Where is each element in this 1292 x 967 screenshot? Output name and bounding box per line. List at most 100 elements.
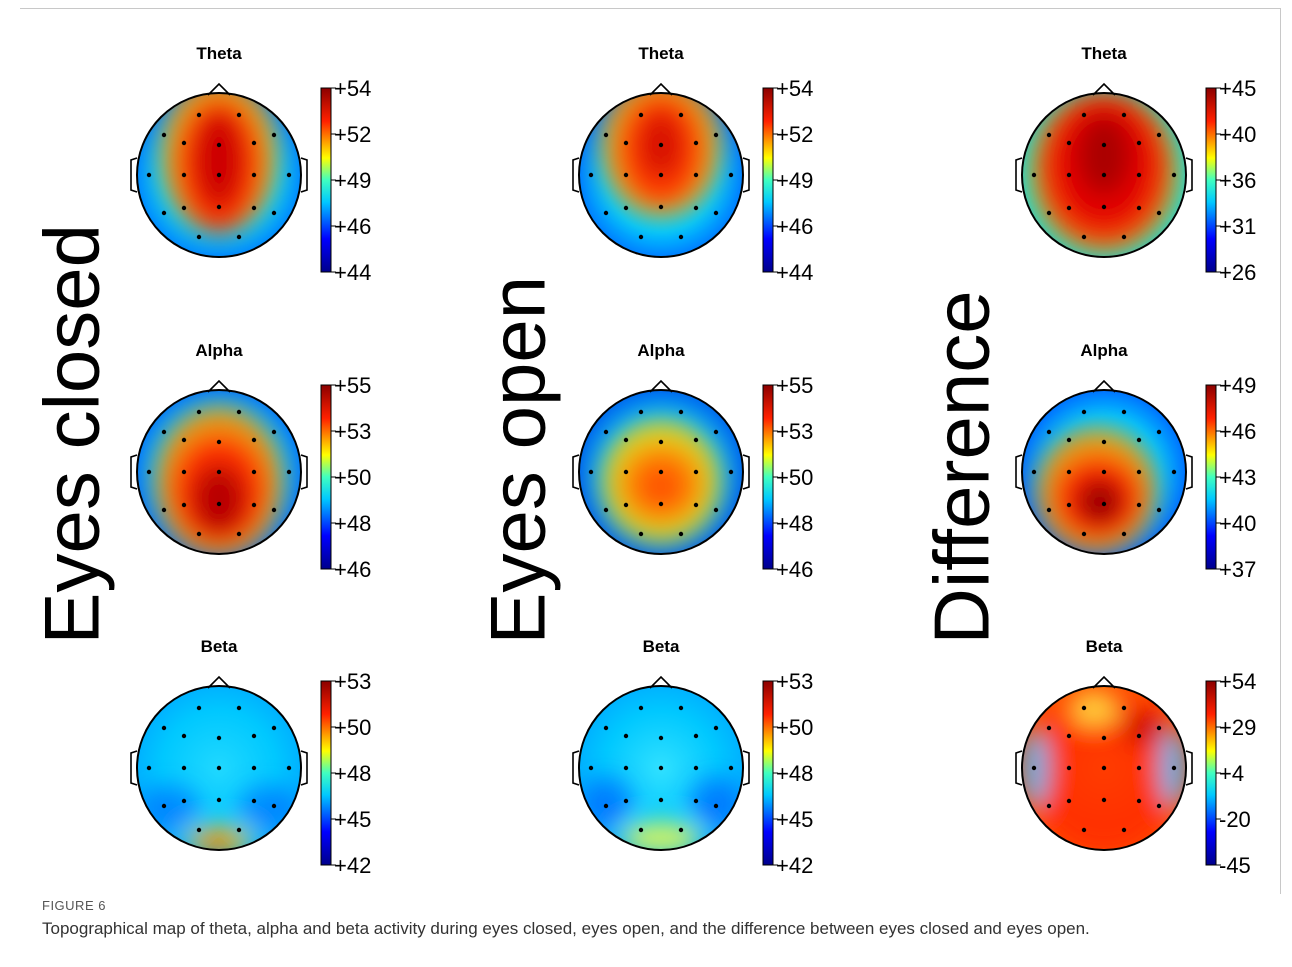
left-ear-icon <box>1015 750 1023 786</box>
electrode-dot <box>1081 705 1087 711</box>
colorbar-tick-label: +50 <box>334 465 371 490</box>
colorbar-tick-label: +43 <box>1219 465 1256 490</box>
electrode-dot <box>623 798 629 804</box>
electrode-dot <box>1136 205 1142 211</box>
colorbar <box>762 680 774 866</box>
electrode-dot <box>1066 140 1072 146</box>
topomap-panel: Alpha +55 +53 +50 +48 +46 <box>572 341 813 582</box>
colorbar-tick-label: +29 <box>1219 715 1256 740</box>
electrode-dot <box>658 204 664 210</box>
electrode-dot <box>196 827 202 833</box>
topomap-panel: Beta +54 +29 +4 -20 -45 <box>1015 637 1256 878</box>
electrode-dot <box>658 142 664 148</box>
topomap-panel: Alpha +49 +46 +43 +40 +37 <box>1015 341 1256 582</box>
colorbar-tick-label: +55 <box>776 373 813 398</box>
right-ear-icon <box>300 157 308 193</box>
colorbar <box>1205 680 1217 866</box>
electrode-dot <box>236 827 242 833</box>
electrode-dot <box>1066 205 1072 211</box>
colorbar <box>320 384 332 570</box>
electrode-dot <box>603 429 609 435</box>
topomap-panel: Theta +54 +52 +49 +46 +44 <box>130 44 371 285</box>
electrode-dot <box>693 502 699 508</box>
electrode-dot <box>623 469 629 475</box>
band-title: Theta <box>196 44 242 63</box>
heat-region <box>191 464 247 536</box>
electrode-dot <box>161 803 167 809</box>
colorbar-tick-label: +54 <box>1219 669 1256 694</box>
left-ear-icon <box>130 454 138 490</box>
colorbar-tick-label: +40 <box>1219 122 1256 147</box>
electrode-dot <box>1046 210 1052 216</box>
electrode-dot <box>658 501 664 507</box>
electrode-dot <box>251 172 257 178</box>
head-outline <box>578 389 744 555</box>
heat-region <box>199 836 235 850</box>
electrode-dot <box>638 234 644 240</box>
colorbar-tick-label: +48 <box>334 511 371 536</box>
electrode-dot <box>1156 803 1162 809</box>
nose-icon <box>207 675 231 689</box>
colorbar-tick-label: -45 <box>1219 853 1251 878</box>
electrode-dot <box>1136 172 1142 178</box>
electrode-dot <box>1101 469 1107 475</box>
electrode-dot <box>251 205 257 211</box>
electrode-dot <box>271 132 277 138</box>
electrode-dot <box>216 469 222 475</box>
electrode-dot <box>1046 803 1052 809</box>
electrode-dot <box>1101 439 1107 445</box>
right-ear-icon <box>1185 454 1193 490</box>
electrode-dot <box>693 437 699 443</box>
colorbar-tick-label: +50 <box>776 715 813 740</box>
right-ear-icon <box>742 750 750 786</box>
electrode-dot <box>1136 733 1142 739</box>
electrode-dot <box>678 234 684 240</box>
colorbar-tick-label: +49 <box>334 168 371 193</box>
electrode-dot <box>1081 234 1087 240</box>
colorbar-tick-label: +45 <box>776 807 813 832</box>
electrode-dot <box>251 140 257 146</box>
electrode-dot <box>713 507 719 513</box>
electrode-dot <box>236 409 242 415</box>
electrode-dot <box>1046 429 1052 435</box>
colorbar-tick-label: +4 <box>1219 761 1244 786</box>
electrode-dot <box>1066 798 1072 804</box>
topomap-panel: Beta +53 +50 +48 +45 +42 <box>130 637 371 878</box>
electrode-dot <box>251 469 257 475</box>
electrode-dot <box>603 803 609 809</box>
electrode-dot <box>161 210 167 216</box>
electrode-dot <box>603 132 609 138</box>
electrode-dot <box>728 172 734 178</box>
electrode-dot <box>623 765 629 771</box>
electrode-dot <box>1101 765 1107 771</box>
figure-caption: Topographical map of theta, alpha and be… <box>42 919 1090 938</box>
electrode-dot <box>286 469 292 475</box>
electrode-dot <box>1121 409 1127 415</box>
electrode-dot <box>216 172 222 178</box>
electrode-dot <box>693 733 699 739</box>
colorbar-tick-label: +37 <box>1219 557 1256 582</box>
topomap-panel: Alpha +55 +53 +50 +48 +46 <box>130 341 371 582</box>
electrode-dot <box>1081 827 1087 833</box>
electrode-dot <box>713 429 719 435</box>
electrode-dot <box>181 733 187 739</box>
colorbar-tick-label: +46 <box>334 214 371 239</box>
electrode-dot <box>146 765 152 771</box>
electrode-dot <box>638 827 644 833</box>
electrode-dot <box>196 705 202 711</box>
electrode-dot <box>713 803 719 809</box>
electrode-dot <box>1156 210 1162 216</box>
nose-icon <box>1092 379 1116 393</box>
electrode-dot <box>1031 765 1037 771</box>
heat-region <box>1076 478 1124 526</box>
electrode-dot <box>638 531 644 537</box>
band-title: Theta <box>638 44 684 63</box>
electrode-dot <box>638 409 644 415</box>
electrode-dot <box>271 803 277 809</box>
electrode-dot <box>713 210 719 216</box>
nose-icon <box>649 379 673 393</box>
colorbar-tick-label: +53 <box>334 419 371 444</box>
figure-frame <box>20 8 1281 894</box>
colorbar-tick-label: +48 <box>776 761 813 786</box>
